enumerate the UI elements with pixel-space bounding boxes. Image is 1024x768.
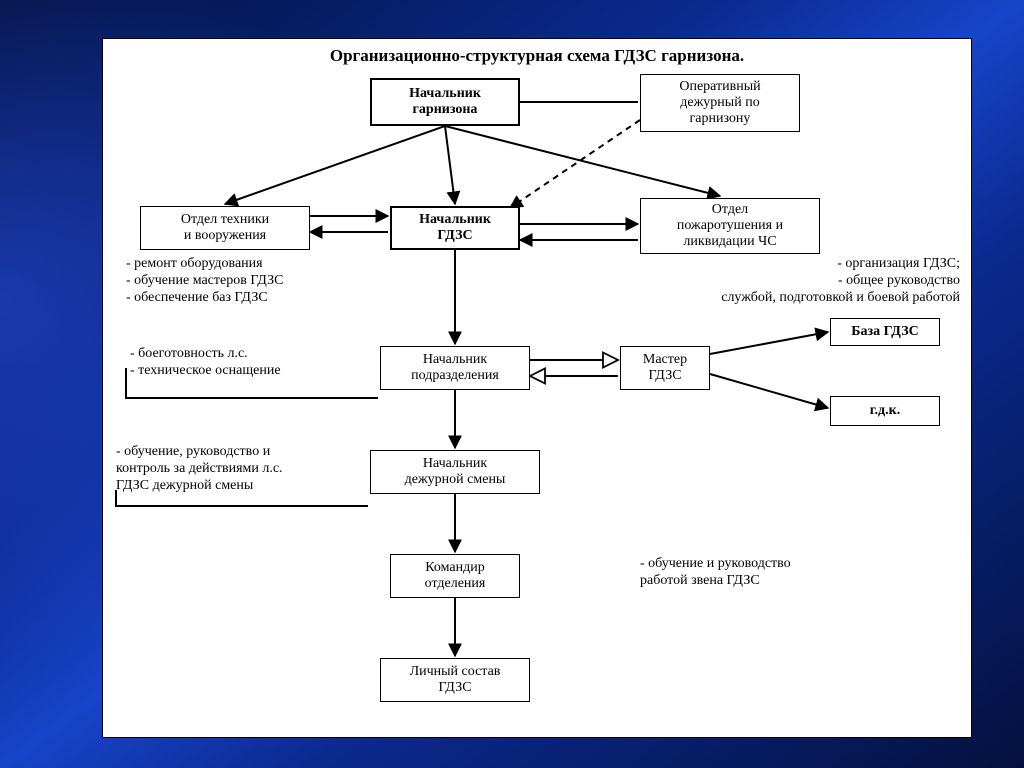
note-n_tech: - ремонт оборудования - обучение мастеро… [126, 256, 283, 306]
stage: Организационно-структурная схема ГДЗС га… [0, 0, 1024, 768]
node-gdzs: Начальник ГДЗС [390, 206, 520, 250]
node-shift: Начальник дежурной смены [370, 450, 540, 494]
node-unit: Начальник подразделения [380, 346, 530, 390]
node-base: База ГДЗС [830, 318, 940, 346]
note-n_fire: - организация ГДЗС; - общее руководство … [560, 256, 960, 306]
node-fire: Отдел пожаротушения и ликвидации ЧС [640, 198, 820, 254]
node-staff: Личный состав ГДЗС [380, 658, 530, 702]
node-tech: Отдел техники и вооружения [140, 206, 310, 250]
node-cmd: Командир отделения [390, 554, 520, 598]
note-n_shift: - обучение, руководство и контроль за де… [116, 444, 283, 494]
node-duty: Оперативный дежурный по гарнизону [640, 74, 800, 132]
node-master: Мастер ГДЗС [620, 346, 710, 390]
note-n_unit: - боеготовность л.с. - техническое оснащ… [130, 346, 281, 380]
node-head: Начальник гарнизона [370, 78, 520, 126]
diagram-title: Организационно-структурная схема ГДЗС га… [102, 46, 972, 66]
diagram-paper [102, 38, 972, 738]
note-n_cmd: - обучение и руководство работой звена Г… [640, 556, 791, 590]
node-gdk: г.д.к. [830, 396, 940, 426]
